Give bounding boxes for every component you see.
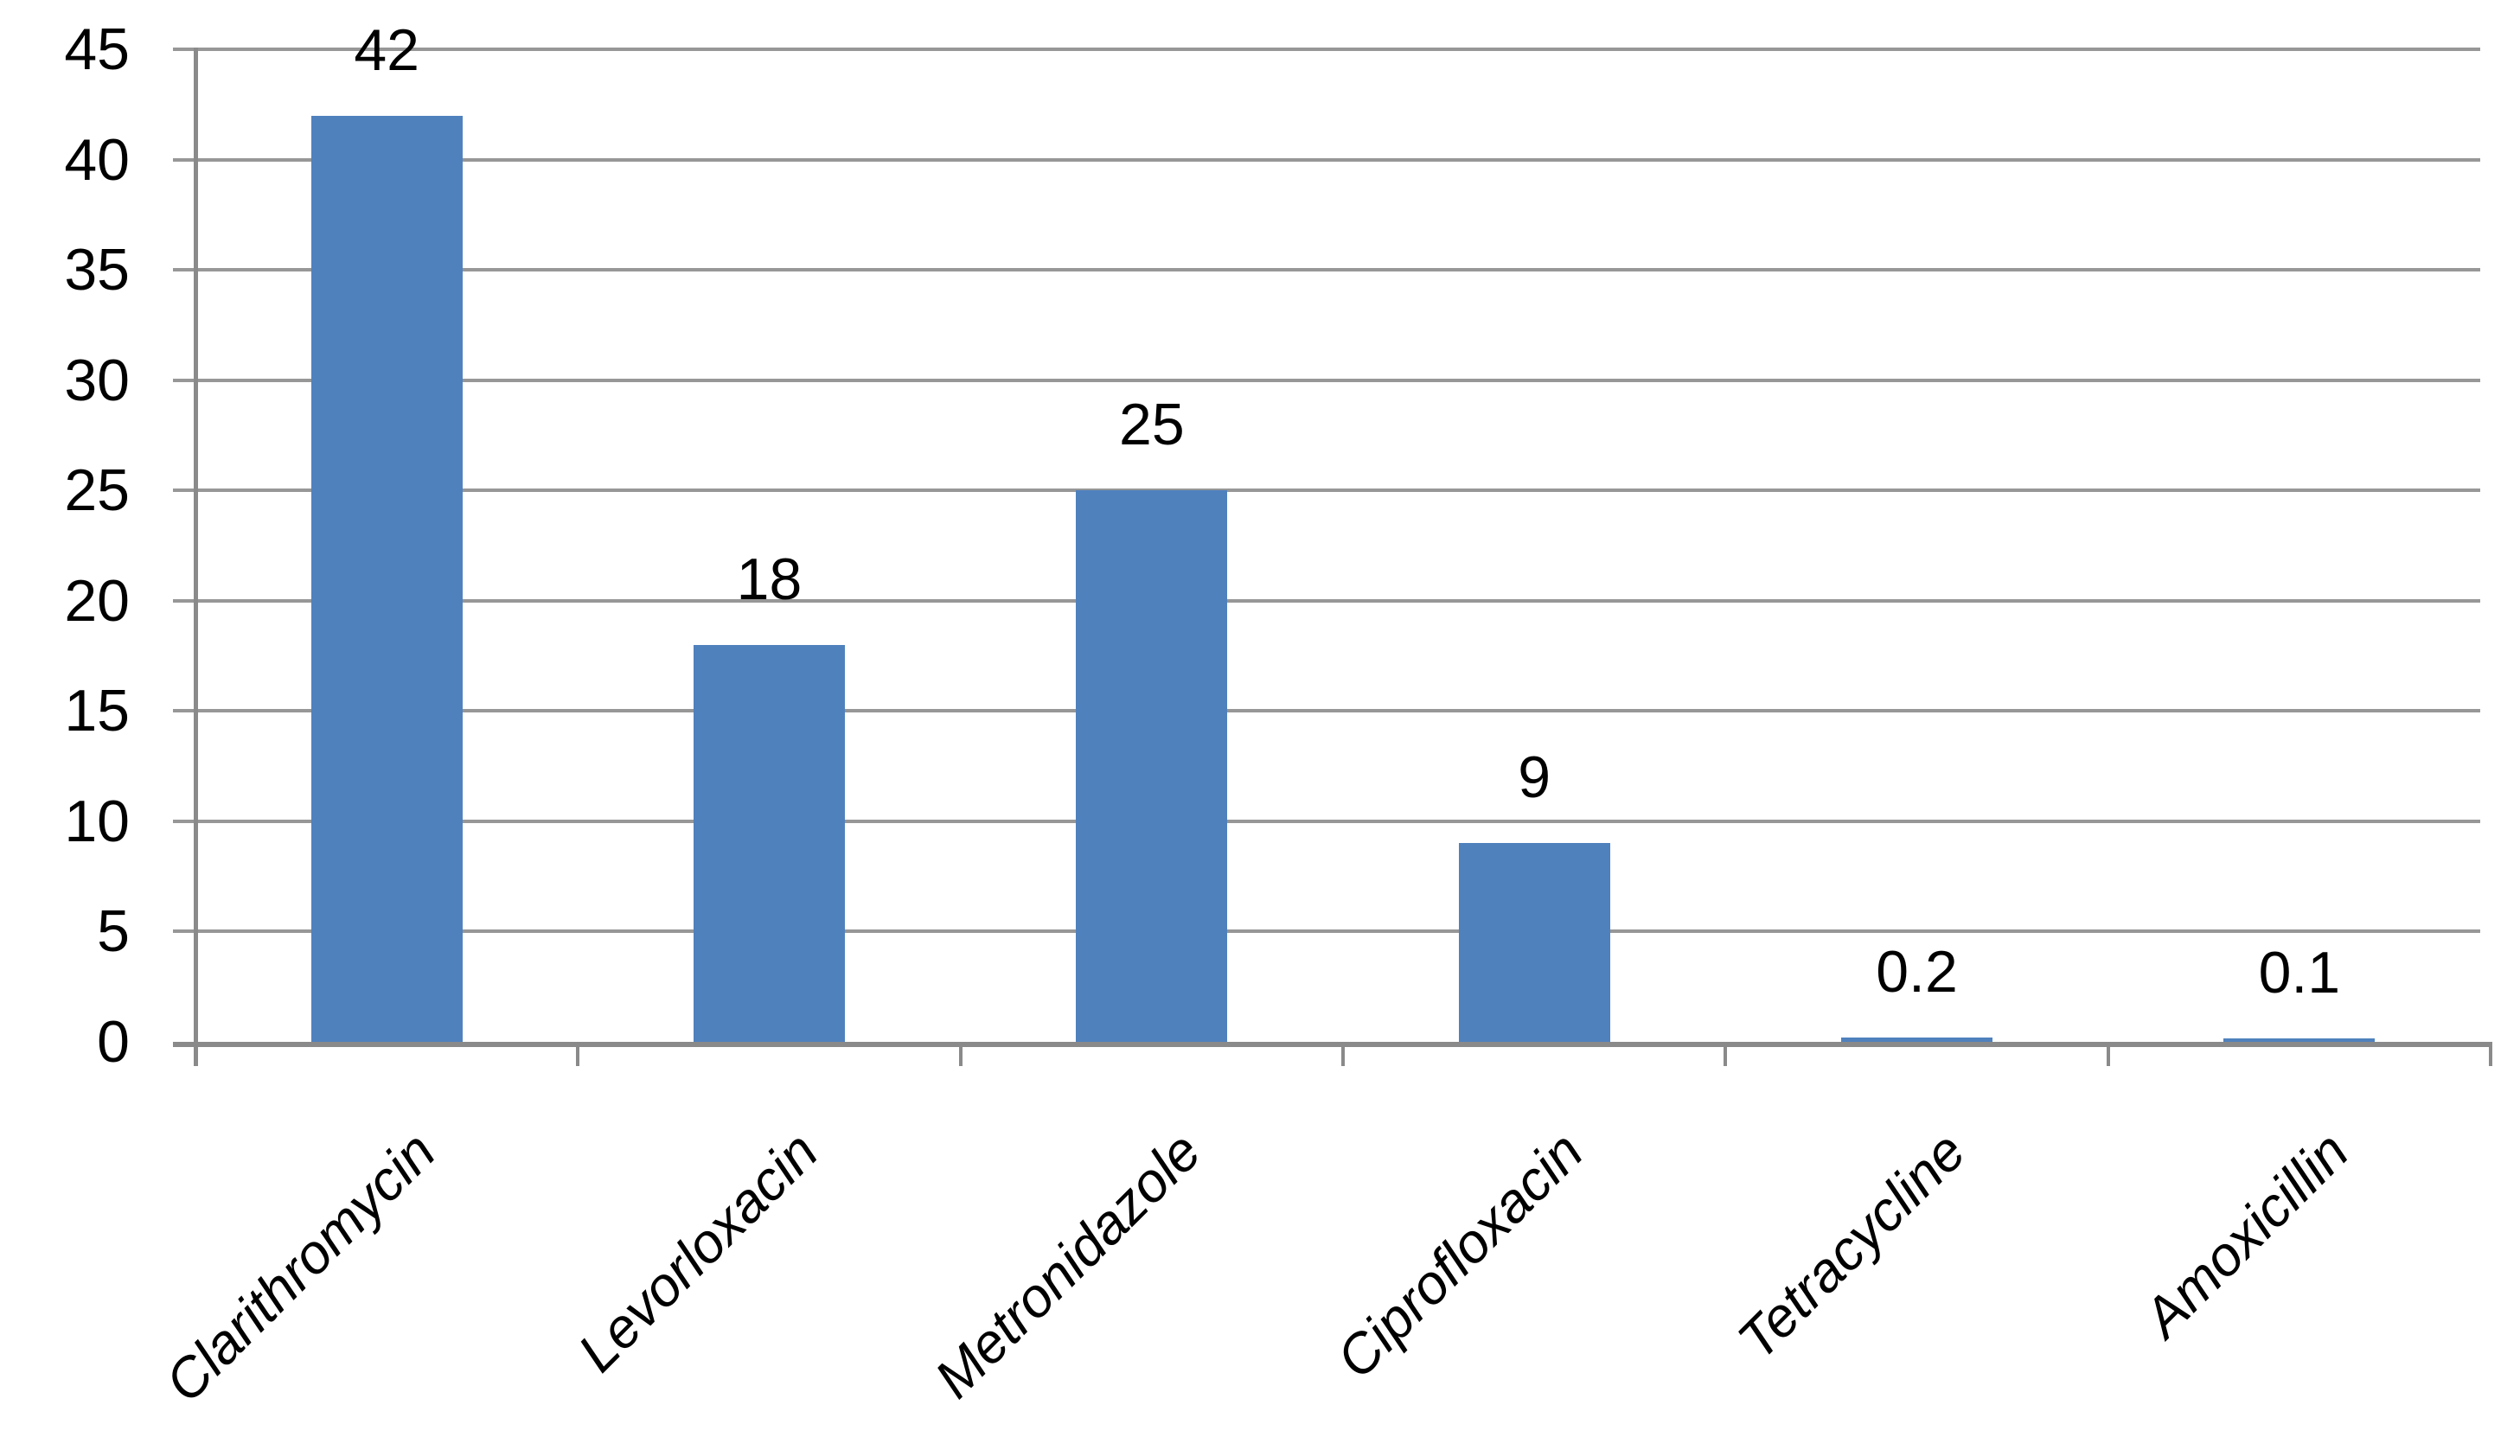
x-axis-tick xyxy=(2106,1042,2110,1066)
category-label: Metronidazole xyxy=(922,1120,1212,1410)
gridline xyxy=(173,598,2480,603)
y-axis-tick-label: 25 xyxy=(64,457,130,524)
bar-metronidazole xyxy=(1076,490,1228,1042)
bar-ciprofloxacin xyxy=(1458,843,1610,1042)
category-label: Ciprofloxacin xyxy=(1324,1120,1596,1390)
category-label: Tetracycline xyxy=(1725,1120,1978,1371)
gridline xyxy=(173,268,2480,272)
bar-value-label: 9 xyxy=(1518,744,1551,810)
bar-value-label: 18 xyxy=(736,546,803,612)
x-axis-tick xyxy=(576,1042,580,1066)
y-axis-tick-label: 35 xyxy=(64,237,130,303)
gridline xyxy=(173,157,2480,162)
bar-value-label: 42 xyxy=(354,17,419,83)
y-axis-line xyxy=(194,48,198,1066)
gridline xyxy=(173,709,2480,713)
bar-clarithromycin xyxy=(310,116,463,1042)
bar-value-label: 0.2 xyxy=(1876,939,1958,1005)
y-axis-tick-label: 45 xyxy=(64,16,130,82)
x-axis-tick xyxy=(1341,1042,1345,1066)
y-axis-tick-label: 10 xyxy=(64,788,130,854)
category-label: Clarithromycin xyxy=(153,1120,448,1414)
gridline xyxy=(173,819,2480,823)
bar-value-label: 0.1 xyxy=(2258,940,2341,1006)
category-label: Amoxicillin xyxy=(2131,1120,2360,1349)
x-axis-tick xyxy=(194,1042,197,1066)
bar-value-label: 25 xyxy=(1119,392,1185,457)
gridline xyxy=(173,489,2480,493)
x-axis-tick xyxy=(1724,1042,1728,1066)
y-axis-tick-label: 0 xyxy=(97,1009,130,1075)
gridline xyxy=(173,48,2480,51)
y-axis-tick-label: 5 xyxy=(97,898,130,965)
x-axis-line xyxy=(173,1042,2492,1047)
y-axis-tick-label: 20 xyxy=(64,567,130,634)
bar-tetracycline xyxy=(1841,1038,1992,1042)
category-label: Levorloxacin xyxy=(566,1120,830,1384)
y-axis-tick-label: 30 xyxy=(64,347,130,413)
gridline xyxy=(173,929,2480,934)
y-axis-tick-label: 15 xyxy=(64,678,130,744)
gridline xyxy=(173,378,2480,382)
x-axis-tick xyxy=(958,1042,963,1066)
y-axis-tick-label: 40 xyxy=(64,126,130,193)
x-axis-tick xyxy=(2489,1042,2492,1066)
bar-amoxicillin xyxy=(2223,1038,2376,1042)
bar-levorloxacin xyxy=(694,645,845,1042)
